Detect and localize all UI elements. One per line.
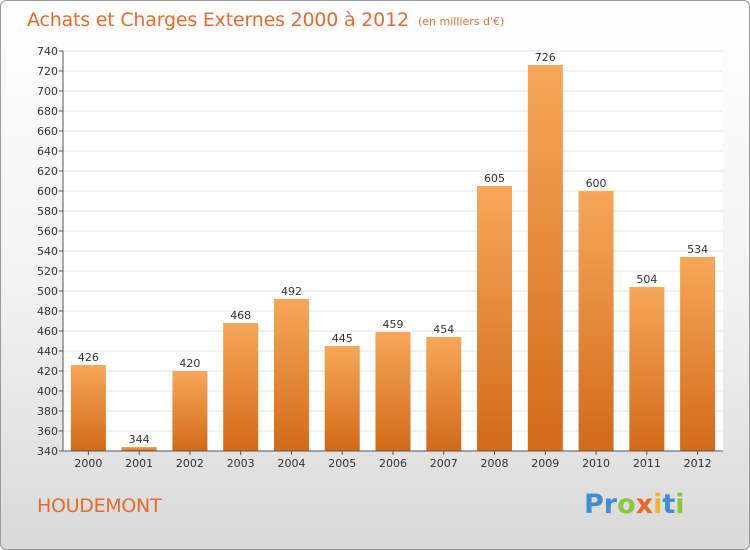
- y-tick-label: 340: [37, 445, 58, 458]
- bar: [578, 191, 614, 451]
- x-tick-label: 2004: [277, 457, 305, 470]
- bar: [324, 346, 360, 451]
- x-tick-label: 2000: [74, 457, 102, 470]
- bar-value-label: 492: [281, 285, 302, 298]
- y-tick-label: 580: [37, 205, 58, 218]
- y-tick-label: 660: [37, 125, 58, 138]
- y-tick-label: 720: [37, 65, 58, 78]
- x-tick-label: 2007: [430, 457, 458, 470]
- y-tick-label: 360: [37, 425, 58, 438]
- bar: [375, 332, 411, 451]
- chart-subtitle: (en milliers d'€): [418, 15, 505, 28]
- bar: [121, 447, 157, 451]
- bar: [172, 371, 208, 451]
- y-tick-label: 600: [37, 185, 58, 198]
- bar: [426, 337, 462, 451]
- bar: [629, 287, 665, 451]
- x-tick-label: 2009: [531, 457, 559, 470]
- x-tick-label: 2003: [227, 457, 255, 470]
- y-tick-label: 740: [37, 45, 58, 58]
- bar-value-label: 459: [383, 318, 404, 331]
- bar: [70, 365, 106, 451]
- x-tick-label: 2002: [176, 457, 204, 470]
- logo-letter: t: [662, 489, 676, 520]
- x-tick-label: 2008: [481, 457, 509, 470]
- x-tick-label: 2001: [125, 457, 153, 470]
- bar-value-label: 445: [332, 332, 353, 345]
- y-tick-label: 620: [37, 165, 58, 178]
- x-tick-label: 2010: [582, 457, 610, 470]
- chart-title: Achats et Charges Externes 2000 à 2012: [27, 9, 409, 31]
- logo-letter: o: [617, 489, 636, 520]
- commune-name: HOUDEMONT: [37, 495, 162, 517]
- y-tick-label: 700: [37, 85, 58, 98]
- logo-letter: x: [635, 489, 654, 520]
- bar: [527, 65, 563, 451]
- bar-value-label: 344: [129, 433, 150, 446]
- y-tick-label: 460: [37, 325, 58, 338]
- y-tick-label: 520: [37, 265, 58, 278]
- bar-value-label: 534: [687, 243, 708, 256]
- y-tick-label: 480: [37, 305, 58, 318]
- x-tick-label: 2012: [684, 457, 712, 470]
- x-tick-label: 2005: [328, 457, 356, 470]
- y-tick-label: 380: [37, 405, 58, 418]
- y-tick-label: 640: [37, 145, 58, 158]
- proxiti-logo: Proxiti: [584, 489, 685, 520]
- x-tick-label: 2006: [379, 457, 407, 470]
- bar-value-label: 600: [586, 177, 607, 190]
- bar-value-label: 605: [484, 172, 505, 185]
- y-tick-label: 560: [37, 225, 58, 238]
- y-tick-label: 500: [37, 285, 58, 298]
- bar-value-label: 426: [78, 351, 99, 364]
- bar: [223, 323, 259, 451]
- bar: [477, 186, 513, 451]
- x-tick-label: 2011: [633, 457, 661, 470]
- bar: [680, 257, 716, 451]
- bar-value-label: 726: [535, 51, 556, 64]
- bar-value-label: 504: [636, 273, 657, 286]
- logo-letter: r: [603, 489, 618, 520]
- bar: [273, 299, 309, 451]
- logo-letter: P: [584, 489, 604, 520]
- logo-letter: i: [653, 489, 663, 520]
- y-tick-label: 420: [37, 365, 58, 378]
- bar-value-label: 468: [230, 309, 251, 322]
- bar-value-label: 420: [179, 357, 200, 370]
- y-tick-label: 440: [37, 345, 58, 358]
- y-tick-label: 400: [37, 385, 58, 398]
- y-tick-label: 680: [37, 105, 58, 118]
- y-tick-label: 540: [37, 245, 58, 258]
- bar-value-label: 454: [433, 323, 454, 336]
- logo-letter: i: [675, 489, 685, 520]
